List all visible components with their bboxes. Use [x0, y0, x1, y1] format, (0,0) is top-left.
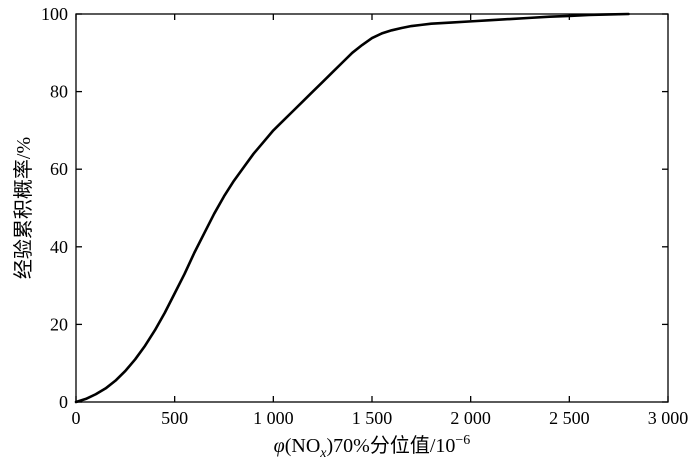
- x-tick-label: 1 000: [253, 408, 294, 428]
- y-axis-title: 经验累积概率/%: [12, 137, 35, 279]
- tick-labels: 0 500 1 000 1 500 2 000 2 500 3 000 0 20 40 60 80 10…: [41, 4, 688, 428]
- x-tick-label: 1 500: [352, 408, 393, 428]
- ecdf-curve: [74, 12, 630, 404]
- x-axis-title-open: (NO: [285, 435, 321, 457]
- x-axis-title-sup: −6: [455, 433, 470, 448]
- y-tick-label: 0: [59, 392, 68, 412]
- x-tick-label: 0: [72, 408, 81, 428]
- x-axis-title-close: )70%分位值/10: [327, 434, 456, 457]
- x-tick-label: 2 000: [450, 408, 491, 428]
- x-axis-title-sub: x: [319, 446, 327, 461]
- y-tick-label: 40: [50, 237, 68, 257]
- x-tick-label: 2 500: [549, 408, 590, 428]
- x-tick-label: 3 000: [648, 408, 689, 428]
- y-tick-label: 100: [41, 4, 68, 24]
- plot-area-frame: [75, 13, 669, 403]
- x-tick-label: 500: [161, 408, 188, 428]
- y-tick-label: 80: [50, 82, 68, 102]
- x-axis-title-phi: φ: [274, 435, 285, 457]
- y-tick-label: 60: [50, 159, 68, 179]
- ticks: [75, 13, 669, 403]
- x-axis-title: φ(NOx)70%分位值/10−6: [274, 433, 471, 461]
- y-tick-label: 20: [50, 314, 68, 334]
